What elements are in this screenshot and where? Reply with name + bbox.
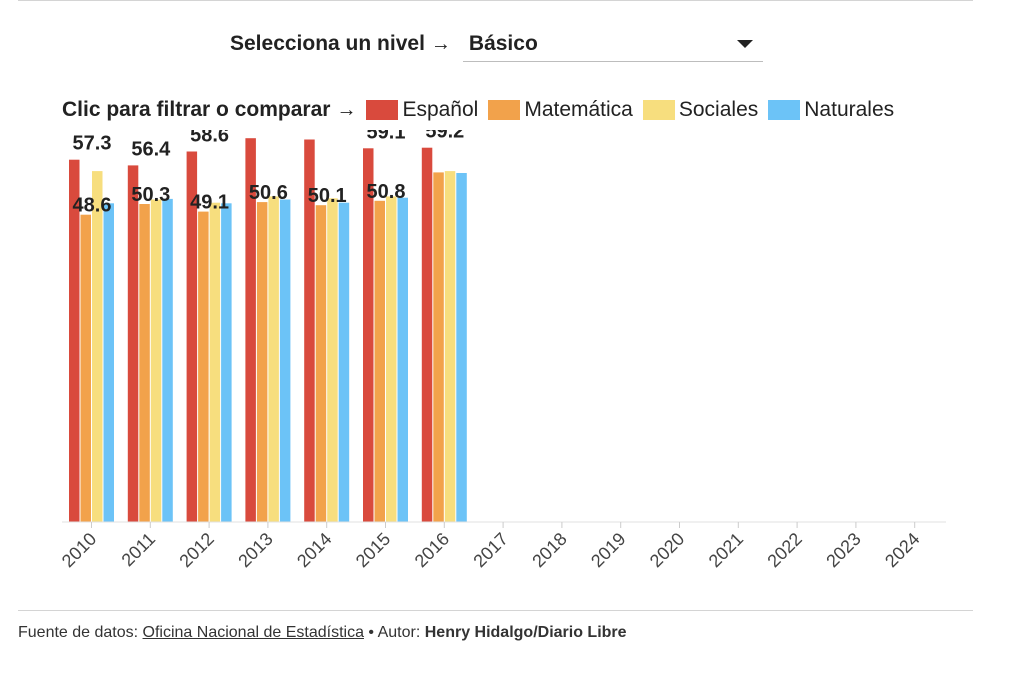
bar-chart: 2010 2011 2012 2013 2014 2015 2016 2017 2018 2019… (58, 130, 946, 571)
legend-intro: Clic para filtrar o comparar (62, 98, 331, 121)
x-tick-label-2015: 2015 (352, 529, 394, 571)
legend-label-espanol: Español (402, 98, 479, 121)
data-label-upper-2015: 59.1 (367, 130, 406, 143)
bar-2014-sociales[interactable] (327, 198, 338, 523)
bar-2016-espanol[interactable] (421, 147, 433, 522)
bar-2012-matematica[interactable] (198, 211, 209, 522)
bar-2015-matematica[interactable] (374, 200, 386, 523)
data-label-upper-2012: 58.6 (190, 130, 229, 147)
x-tick-label-2022: 2022 (763, 529, 805, 571)
bar-2011-matematica[interactable] (139, 204, 150, 522)
data-labels-group: 57.3 48.6 56.4 50.3 58.6 49.1 60.7 50.6 60.5 50.1… (73, 130, 465, 217)
bar-2013-matematica[interactable] (256, 202, 268, 522)
bar-2010-espanol[interactable] (69, 159, 80, 522)
bar-2010-matematica[interactable] (80, 214, 92, 522)
arrow-right-icon: → (430, 32, 451, 55)
data-label-upper-2010: 57.3 (73, 133, 112, 155)
x-tick-label-2018: 2018 (528, 529, 570, 571)
bar-2013-espanol[interactable] (245, 138, 256, 522)
bar-2010-sociales[interactable] (92, 171, 103, 522)
legend-item-matematica[interactable]: Matemática (488, 98, 633, 122)
legend-swatch-naturales (768, 100, 801, 120)
data-label-upper-2014: 60.5 (308, 130, 347, 135)
level-selector-label: Selecciona un nivel (230, 32, 425, 55)
bar-2011-naturales[interactable] (162, 198, 173, 522)
bar-2012-espanol[interactable] (186, 151, 198, 523)
bar-2015-sociales[interactable] (386, 196, 397, 522)
bar-2016-sociales[interactable] (444, 171, 456, 522)
x-tick-label-2024: 2024 (881, 529, 923, 571)
footer-source-prefix: Fuente de datos: (18, 624, 143, 641)
source-link[interactable]: Oficina Nacional de Estadística (142, 624, 364, 641)
x-tick-label-2020: 2020 (646, 529, 688, 571)
bars-group (69, 138, 467, 523)
x-tick-label-2012: 2012 (175, 529, 217, 571)
bar-2014-matematica[interactable] (315, 205, 327, 522)
level-dropdown-value: Básico (468, 31, 538, 55)
bar-2010-naturales[interactable] (103, 203, 115, 523)
bar-2016-matematica[interactable] (433, 172, 444, 522)
data-label-lower-2011: 50.3 (131, 184, 170, 206)
x-tick-label-2016: 2016 (411, 529, 453, 571)
bar-2015-espanol[interactable] (363, 148, 374, 523)
legend-swatch-matematica (488, 100, 521, 120)
bar-2014-naturales[interactable] (338, 202, 350, 522)
data-label-upper-2013: 60.7 (249, 130, 288, 133)
footer: Fuente de datos: Oficina Nacional de Est… (18, 624, 627, 642)
level-selector-row: Selecciona un nivel → Básico (230, 26, 763, 62)
legend: Clic para filtrar o comparar → Español M… (62, 94, 904, 126)
data-label-lower-2014: 50.1 (308, 185, 347, 207)
arrow-right-icon: → (336, 98, 357, 121)
data-label-upper-2011: 56.4 (131, 138, 171, 160)
x-tick-label-2014: 2014 (293, 529, 335, 571)
x-tick-label-2019: 2019 (587, 529, 629, 571)
bar-2013-naturales[interactable] (279, 199, 291, 523)
bar-2013-sociales[interactable] (268, 196, 279, 522)
legend-item-sociales[interactable]: Sociales (642, 98, 759, 122)
bar-2012-naturales[interactable] (221, 203, 232, 523)
bottom-divider (18, 610, 973, 611)
legend-item-naturales[interactable]: Naturales (768, 98, 894, 122)
data-label-upper-2016: 59.2 (425, 130, 464, 143)
x-ticks-group: 2010 2011 2012 2013 2014 2015 2016 2017 2018 2019… (58, 522, 924, 571)
x-tick-label-2023: 2023 (822, 529, 864, 571)
bar-2011-sociales[interactable] (150, 199, 162, 523)
legend-label-sociales: Sociales (678, 98, 759, 121)
bar-2012-sociales[interactable] (209, 202, 221, 522)
data-label-lower-2012: 49.1 (190, 192, 229, 214)
x-tick-label-2010: 2010 (58, 529, 100, 571)
bar-2015-naturales[interactable] (397, 197, 409, 522)
bar-2011-espanol[interactable] (127, 165, 139, 522)
legend-swatch-espanol (366, 100, 399, 120)
data-label-lower-2013: 50.6 (249, 182, 288, 204)
top-divider (18, 0, 973, 1)
footer-author: Henry Hidalgo/Diario Libre (424, 624, 627, 641)
legend-label-matematica: Matemática (524, 98, 633, 121)
x-tick-label-2013: 2013 (234, 529, 276, 571)
bar-2016-naturales[interactable] (456, 173, 467, 522)
legend-label-naturales: Naturales (804, 98, 895, 121)
x-tick-label-2011: 2011 (118, 529, 160, 571)
footer-separator: • Autor: (363, 624, 425, 641)
legend-item-espanol[interactable]: Español (366, 98, 478, 122)
level-dropdown[interactable]: Básico (462, 27, 763, 62)
legend-swatch-sociales (642, 100, 675, 120)
data-label-lower-2010: 48.6 (73, 195, 112, 217)
x-tick-label-2017: 2017 (469, 529, 511, 571)
bar-2014-espanol[interactable] (304, 139, 315, 523)
data-label-lower-2015: 50.8 (367, 181, 406, 203)
caret-down-icon[interactable] (736, 39, 753, 48)
x-tick-label-2021: 2021 (705, 529, 747, 571)
